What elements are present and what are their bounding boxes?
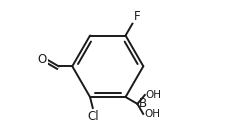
Text: Cl: Cl <box>87 110 98 123</box>
Text: OH: OH <box>145 90 161 100</box>
Text: F: F <box>133 10 140 23</box>
Text: B: B <box>138 97 146 110</box>
Text: OH: OH <box>143 109 159 119</box>
Text: O: O <box>37 53 46 66</box>
